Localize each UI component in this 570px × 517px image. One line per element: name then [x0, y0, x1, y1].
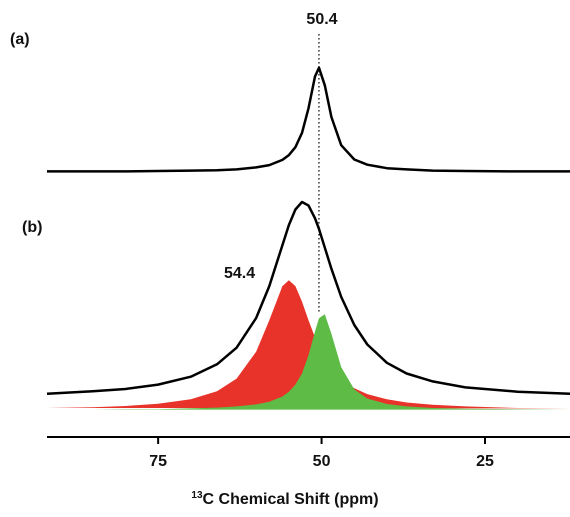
x-tick-label: 75 — [149, 453, 167, 470]
panel-label: (a) — [10, 31, 30, 48]
x-axis-label-sup: 13 — [191, 490, 203, 501]
x-axis-label-text: C Chemical Shift (ppm) — [203, 491, 379, 508]
panel-label: (b) — [22, 219, 42, 236]
area — [47, 314, 570, 410]
peak-annotation: 54.4 — [224, 265, 255, 282]
x-tick-label: 25 — [476, 453, 494, 470]
line — [47, 66, 570, 173]
peak-annotation: 50.4 — [306, 11, 337, 28]
x-axis-label: 13C Chemical Shift (ppm) — [191, 490, 378, 509]
line — [46, 200, 570, 395]
area — [47, 280, 570, 409]
x-tick-label: 50 — [313, 453, 331, 470]
